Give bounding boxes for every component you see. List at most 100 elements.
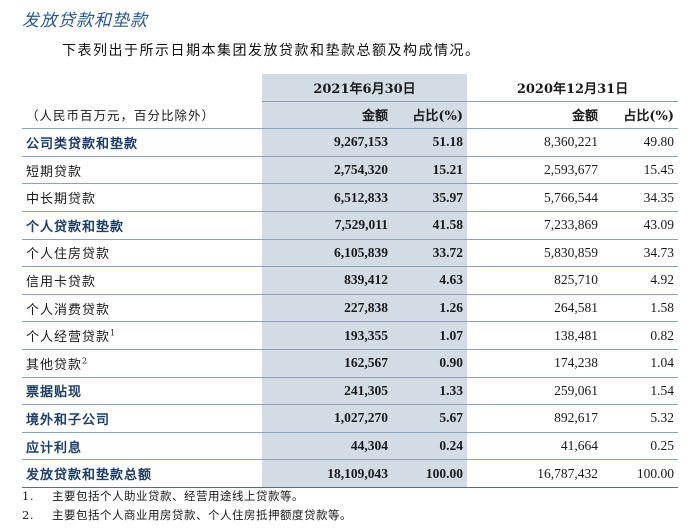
current-amount-cell: 241,305 [262, 377, 392, 406]
current-share-cell: 33.72 [392, 239, 468, 268]
previous-share-cell: 49.80 [602, 128, 679, 157]
table-row: 个人住房贷款 6,105,839 33.72 5,830,859 34.73 [22, 239, 679, 268]
previous-amount-cell: 7,233,869 [467, 211, 603, 240]
previous-amount-cell: 16,787,432 [467, 459, 603, 488]
footnote-text: 主要包括个人商业用房贷款、个人住房抵押额度贷款等。 [52, 508, 352, 522]
footnote-marker: 2 [82, 356, 89, 366]
previous-share-cell: 15.45 [602, 156, 679, 185]
previous-amount-cell: 825,710 [467, 266, 603, 295]
loans-table: 2021年6月30日 2020年12月31日 （人民币百万元，百分比除外） 金额… [22, 74, 679, 488]
current-share-cell: 51.18 [392, 128, 468, 157]
previous-amount-cell: 2,593,677 [467, 156, 603, 185]
period-header-row: 2021年6月30日 2020年12月31日 [22, 74, 679, 102]
footnote-item: 1. 主要包括个人助业贷款、经营用途线上贷款等。 [22, 487, 352, 506]
current-amount-cell: 2,754,320 [262, 156, 392, 185]
previous-share-cell: 100.00 [602, 459, 679, 488]
previous-amount-cell: 41,664 [467, 432, 603, 461]
row-label: 个人住房贷款 [22, 239, 262, 268]
current-share-cell: 4.63 [392, 266, 468, 295]
footnote-item: 2. 主要包括个人商业用房贷款、个人住房抵押额度贷款等。 [22, 506, 352, 525]
table-row: 应计利息 44,304 0.24 41,664 0.25 [22, 432, 679, 461]
current-amount-header: 金额 [262, 101, 392, 130]
row-label: 境外和子公司 [22, 404, 262, 433]
row-label: 信用卡贷款 [22, 266, 262, 295]
current-share-cell: 5.67 [392, 404, 468, 433]
row-label-text: 个人住房贷款 [26, 247, 111, 263]
table-row: 个人贷款和垫款 7,529,011 41.58 7,233,869 43.09 [22, 211, 679, 240]
row-label: 应计利息 [22, 432, 262, 461]
previous-share-cell: 34.73 [602, 239, 679, 268]
intro-text: 下表列出于所示日期本集团发放贷款和垫款总额及构成情况。 [62, 43, 481, 59]
row-label: 短期贷款 [22, 156, 262, 185]
row-label: 个人贷款和垫款 [22, 211, 262, 240]
row-label: 个人消费贷款 [22, 294, 262, 323]
previous-amount-cell: 8,360,221 [467, 128, 603, 157]
previous-amount-cell: 5,830,859 [467, 239, 603, 268]
table-row: 发放贷款和垫款总额 18,109,043 100.00 16,787,432 100.0… [22, 459, 679, 488]
previous-amount-header: 金额 [467, 101, 603, 130]
table-row: 票据贴现 241,305 1.33 259,061 1.54 [22, 377, 679, 406]
current-share-cell: 41.58 [392, 211, 468, 240]
previous-amount-cell: 138,481 [467, 321, 603, 350]
footnote-text: 主要包括个人助业贷款、经营用途线上贷款等。 [52, 489, 304, 503]
footnotes: 1. 主要包括个人助业贷款、经营用途线上贷款等。 2. 主要包括个人商业用房贷款、个人… [22, 487, 352, 525]
previous-share-cell: 0.82 [602, 321, 679, 350]
table-row: 中长期贷款 6,512,833 35.97 5,766,544 34.35 [22, 183, 679, 212]
previous-amount-cell: 174,238 [467, 349, 603, 378]
row-label-text: 公司类贷款和垫款 [26, 136, 139, 152]
current-share-cell: 0.24 [392, 432, 468, 461]
previous-amount-cell: 264,581 [467, 294, 603, 323]
row-label-text: 中长期贷款 [26, 192, 97, 208]
row-label-text: 应计利息 [26, 440, 83, 456]
row-label: 个人经营贷款1 [22, 321, 262, 350]
current-amount-cell: 44,304 [262, 432, 392, 461]
footnote-number: 2. [22, 508, 34, 522]
previous-amount-cell: 5,766,544 [467, 183, 603, 212]
current-share-cell: 1.07 [392, 321, 468, 350]
table-row: 其他贷款2 162,567 0.90 174,238 1.04 [22, 349, 679, 378]
current-amount-cell: 6,105,839 [262, 239, 392, 268]
current-amount-cell: 18,109,043 [262, 459, 392, 488]
current-share-cell: 35.97 [392, 183, 468, 212]
current-period-header: 2021年6月30日 [262, 74, 468, 102]
row-label: 票据贴现 [22, 377, 262, 406]
table-row: 个人消费贷款 227,838 1.26 264,581 1.58 [22, 294, 679, 323]
row-label-text: 个人贷款和垫款 [26, 219, 125, 235]
previous-share-cell: 1.54 [602, 377, 679, 406]
row-label-text: 短期贷款 [26, 164, 83, 180]
row-label-text: 境外和子公司 [26, 412, 111, 428]
footnote-marker: 1 [110, 328, 117, 338]
current-share-cell: 1.33 [392, 377, 468, 406]
previous-amount-cell: 259,061 [467, 377, 603, 406]
row-label-text: 票据贴现 [26, 385, 83, 401]
row-label-text: 其他贷款 [26, 357, 83, 373]
previous-period-header: 2020年12月31日 [467, 74, 679, 102]
section-title: 发放贷款和垫款 [22, 11, 148, 31]
current-share-cell: 1.26 [392, 294, 468, 323]
row-label: 其他贷款2 [22, 349, 262, 378]
current-amount-cell: 1,027,270 [262, 404, 392, 433]
footnote-number: 1. [22, 489, 34, 503]
current-amount-cell: 839,412 [262, 266, 392, 295]
units-label: （人民币百万元，百分比除外） [22, 101, 262, 130]
current-amount-cell: 9,267,153 [262, 128, 392, 157]
previous-share-cell: 1.58 [602, 294, 679, 323]
table-row: 境外和子公司 1,027,270 5.67 892,617 5.32 [22, 404, 679, 433]
table-row: 短期贷款 2,754,320 15.21 2,593,677 15.45 [22, 156, 679, 185]
previous-share-cell: 43.09 [602, 211, 679, 240]
column-header-row: （人民币百万元，百分比除外） 金额 占比(%) 金额 占比(%) [22, 101, 679, 130]
previous-share-cell: 4.92 [602, 266, 679, 295]
current-share-cell: 100.00 [392, 459, 468, 488]
previous-share-cell: 1.04 [602, 349, 679, 378]
previous-share-cell: 5.32 [602, 404, 679, 433]
row-label-text: 信用卡贷款 [26, 274, 97, 290]
header-blank-cell [22, 74, 262, 101]
row-label-text: 发放贷款和垫款总额 [26, 468, 153, 484]
table-row: 信用卡贷款 839,412 4.63 825,710 4.92 [22, 266, 679, 295]
current-amount-cell: 193,355 [262, 321, 392, 350]
current-share-cell: 15.21 [392, 156, 468, 185]
previous-amount-cell: 892,617 [467, 404, 603, 433]
current-share-cell: 0.90 [392, 349, 468, 378]
row-label-text: 个人经营贷款 [26, 330, 111, 346]
current-amount-cell: 162,567 [262, 349, 392, 378]
